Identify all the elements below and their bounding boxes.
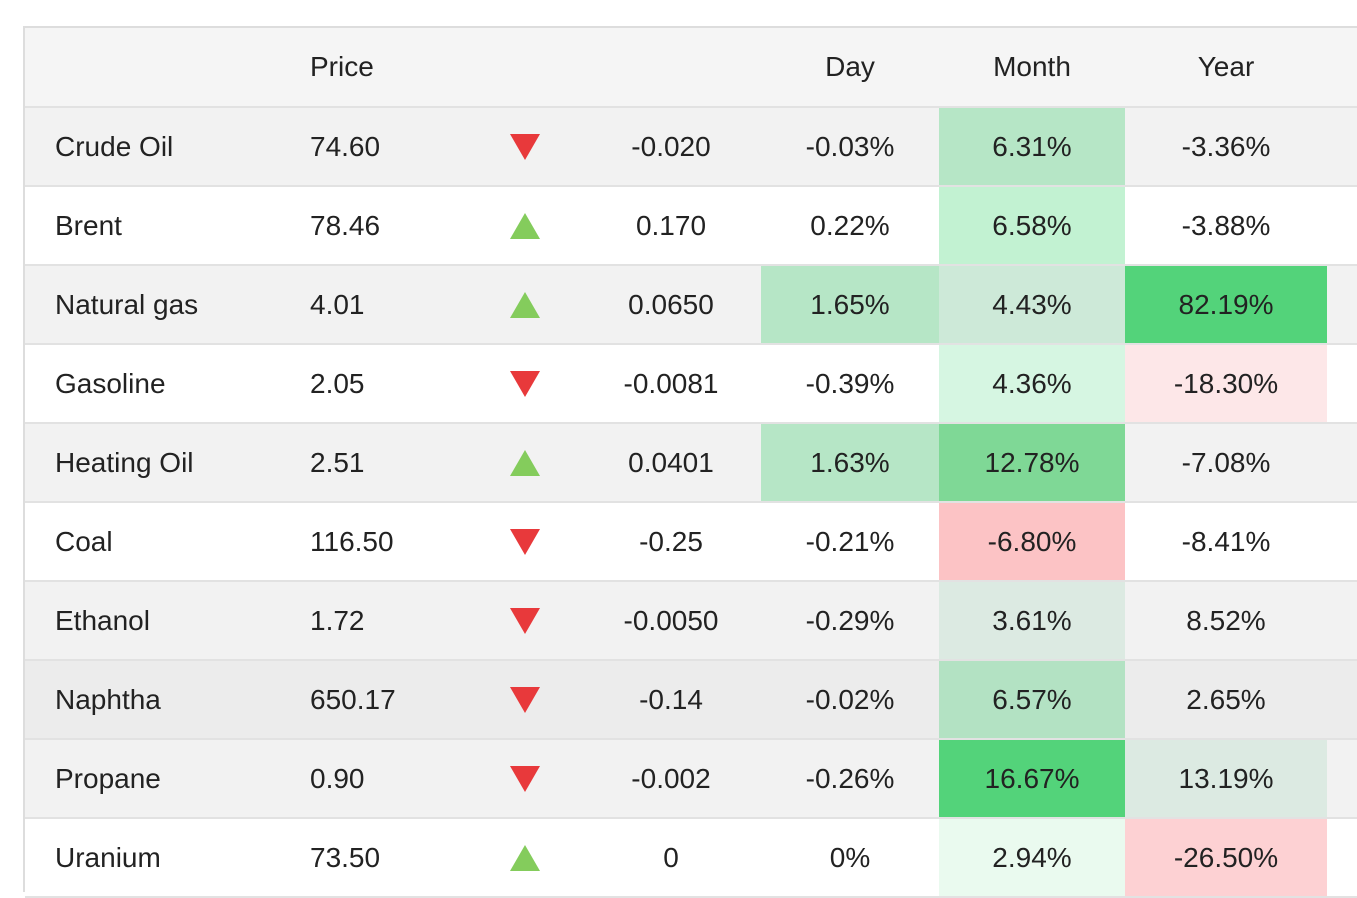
commodity-name-link[interactable]: Natural gas bbox=[55, 288, 199, 320]
year-percent-cell: -3.36% bbox=[1181, 130, 1271, 162]
table-row[interactable]: Uranium 73.50 0 0% 2.94% -26.50% bbox=[25, 819, 1357, 898]
change-cell: 0.0650 bbox=[628, 288, 714, 320]
year-percent-cell: -7.08% bbox=[1181, 446, 1271, 478]
day-percent-cell: -0.02% bbox=[805, 683, 895, 715]
change-cell: -0.14 bbox=[639, 683, 703, 715]
year-percent-cell: -3.88% bbox=[1181, 209, 1271, 241]
table-row[interactable]: Coal 116.50 -0.25 -0.21% -6.80% -8.41% bbox=[25, 503, 1357, 582]
month-percent-cell: 6.58% bbox=[939, 187, 1125, 264]
commodity-name-link[interactable]: Heating Oil bbox=[55, 446, 194, 478]
day-percent-cell: 0.22% bbox=[810, 209, 890, 241]
arrow-up-icon bbox=[510, 449, 540, 476]
commodity-name-link[interactable]: Crude Oil bbox=[55, 130, 174, 162]
year-percent-cell: 13.19% bbox=[1125, 740, 1327, 817]
commodity-name-link[interactable]: Naphtha bbox=[55, 683, 161, 715]
table-row[interactable]: Brent 78.46 0.170 0.22% 6.58% -3.88% bbox=[25, 187, 1357, 266]
change-cell: -0.0081 bbox=[623, 367, 719, 399]
price-cell: 1.72 bbox=[310, 604, 365, 636]
change-cell: 0 bbox=[663, 841, 679, 873]
year-percent-cell: -26.50% bbox=[1125, 819, 1327, 896]
price-cell: 2.05 bbox=[310, 367, 365, 399]
commodity-name-link[interactable]: Brent bbox=[55, 209, 122, 241]
arrow-down-icon bbox=[510, 528, 540, 555]
table-row[interactable]: Crude Oil 74.60 -0.020 -0.03% 6.31% -3.36% bbox=[25, 108, 1357, 187]
arrow-up-icon bbox=[510, 844, 540, 871]
direction-cell bbox=[495, 819, 555, 896]
month-percent-cell: 6.31% bbox=[939, 108, 1125, 185]
table-row[interactable]: Natural gas 4.01 0.0650 1.65% 4.43% 82.19% bbox=[25, 266, 1357, 345]
day-percent-cell: -0.26% bbox=[805, 762, 895, 794]
direction-cell bbox=[495, 108, 555, 185]
year-percent-cell: 2.65% bbox=[1186, 683, 1266, 715]
commodity-name-link[interactable]: Gasoline bbox=[55, 367, 166, 399]
year-percent-cell: -18.30% bbox=[1125, 345, 1327, 422]
price-cell: 73.50 bbox=[310, 841, 381, 873]
commodity-name-link[interactable]: Propane bbox=[55, 762, 161, 794]
direction-cell bbox=[495, 503, 555, 580]
commodity-name-link[interactable]: Coal bbox=[55, 525, 113, 557]
arrow-up-icon bbox=[510, 212, 540, 239]
price-cell: 2.51 bbox=[310, 446, 365, 478]
year-percent-cell: 82.19% bbox=[1125, 266, 1327, 343]
arrow-down-icon bbox=[510, 607, 540, 634]
month-percent-cell: 2.94% bbox=[939, 819, 1125, 896]
table-row[interactable]: Gasoline 2.05 -0.0081 -0.39% 4.36% -18.30% bbox=[25, 345, 1357, 424]
day-percent-cell: 1.65% bbox=[761, 266, 939, 343]
direction-cell bbox=[495, 582, 555, 659]
change-cell: -0.002 bbox=[631, 762, 711, 794]
price-cell: 74.60 bbox=[310, 130, 381, 162]
month-percent-cell: -6.80% bbox=[939, 503, 1125, 580]
header-year[interactable]: Year bbox=[1197, 51, 1255, 82]
direction-cell bbox=[495, 345, 555, 422]
month-percent-cell: 4.43% bbox=[939, 266, 1125, 343]
arrow-down-icon bbox=[510, 133, 540, 160]
direction-cell bbox=[495, 424, 555, 501]
header-day[interactable]: Day bbox=[825, 51, 875, 82]
price-cell: 116.50 bbox=[310, 525, 394, 557]
price-cell: 650.17 bbox=[310, 683, 396, 715]
arrow-down-icon bbox=[510, 686, 540, 713]
direction-cell bbox=[495, 740, 555, 817]
year-percent-cell: 8.52% bbox=[1186, 604, 1266, 636]
year-percent-cell: -8.41% bbox=[1181, 525, 1271, 557]
change-cell: 0.0401 bbox=[628, 446, 714, 478]
table-header: Price Day Month Year bbox=[25, 28, 1357, 108]
header-month[interactable]: Month bbox=[993, 51, 1071, 82]
change-cell: -0.0050 bbox=[623, 604, 719, 636]
change-cell: 0.170 bbox=[635, 209, 707, 241]
month-percent-cell: 12.78% bbox=[939, 424, 1125, 501]
day-percent-cell: 1.63% bbox=[761, 424, 939, 501]
price-cell: 4.01 bbox=[310, 288, 365, 320]
table-row[interactable]: Propane 0.90 -0.002 -0.26% 16.67% 13.19% bbox=[25, 740, 1357, 819]
price-cell: 0.90 bbox=[310, 762, 365, 794]
change-cell: -0.25 bbox=[639, 525, 703, 557]
arrow-up-icon bbox=[510, 291, 540, 318]
header-name bbox=[55, 28, 295, 106]
month-percent-cell: 3.61% bbox=[939, 582, 1125, 659]
arrow-down-icon bbox=[510, 370, 540, 397]
table-row[interactable]: Heating Oil 2.51 0.0401 1.63% 12.78% -7.08% bbox=[25, 424, 1357, 503]
header-price[interactable]: Price bbox=[310, 51, 374, 82]
commodities-table: Price Day Month Year Crude Oil 74.60 -0.02… bbox=[23, 26, 1357, 898]
commodity-name-link[interactable]: Uranium bbox=[55, 841, 161, 873]
day-percent-cell: -0.29% bbox=[805, 604, 895, 636]
direction-cell bbox=[495, 661, 555, 738]
arrow-down-icon bbox=[510, 765, 540, 792]
month-percent-cell: 6.57% bbox=[939, 661, 1125, 738]
price-cell: 78.46 bbox=[310, 209, 381, 241]
table-row[interactable]: Naphtha 650.17 -0.14 -0.02% 6.57% 2.65% bbox=[25, 661, 1357, 740]
direction-cell bbox=[495, 187, 555, 264]
table-row[interactable]: Ethanol 1.72 -0.0050 -0.29% 3.61% 8.52% bbox=[25, 582, 1357, 661]
day-percent-cell: -0.21% bbox=[805, 525, 895, 557]
month-percent-cell: 16.67% bbox=[939, 740, 1125, 817]
direction-cell bbox=[495, 266, 555, 343]
change-cell: -0.020 bbox=[631, 130, 711, 162]
commodity-name-link[interactable]: Ethanol bbox=[55, 604, 150, 636]
month-percent-cell: 4.36% bbox=[939, 345, 1125, 422]
day-percent-cell: 0% bbox=[829, 841, 871, 873]
day-percent-cell: -0.03% bbox=[805, 130, 895, 162]
day-percent-cell: -0.39% bbox=[805, 367, 895, 399]
